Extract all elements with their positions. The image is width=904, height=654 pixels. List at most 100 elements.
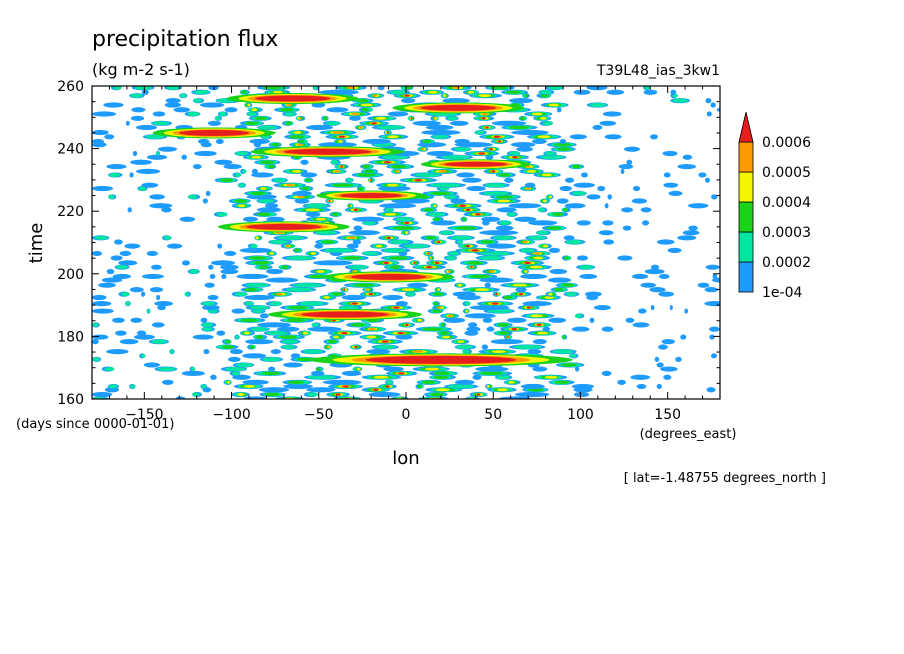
precip-contour-cell (428, 90, 438, 94)
precip-contour-cell (293, 131, 302, 134)
precip-contour-cell (333, 335, 340, 339)
precip-contour-cell (448, 270, 451, 273)
precip-contour-cell (279, 108, 294, 112)
precip-contour-cell (330, 160, 339, 165)
precip-contour-cell (632, 273, 649, 280)
precip-contour-cell (260, 160, 275, 164)
precip-contour-cell (391, 164, 407, 169)
precip-contour-cell (239, 247, 272, 253)
precip-contour-cell (481, 344, 489, 350)
precip-contour-cell (263, 86, 282, 90)
precip-contour-cell (524, 182, 536, 188)
precip-contour-cell (175, 396, 186, 399)
precip-contour-cell (496, 388, 509, 392)
precip-contour-cell (430, 191, 451, 196)
precip-contour-cell (216, 330, 226, 336)
precip-contour-cell (425, 236, 436, 240)
precip-contour-cell (544, 151, 556, 156)
precip-contour-cell (697, 282, 710, 288)
precip-contour-cell (532, 366, 548, 372)
precip-contour-cell (106, 348, 129, 355)
precip-contour-cell (244, 301, 254, 306)
precip-contour-cell (166, 243, 183, 249)
precip-contour-cell (210, 374, 217, 380)
precip-contour-cell (181, 260, 190, 266)
precip-contour-cell (677, 235, 697, 241)
precip-contour-cell (220, 268, 239, 275)
precip-contour-cell (285, 244, 290, 248)
precip-contour-cell (119, 250, 132, 257)
precip-contour-cell (130, 159, 152, 165)
precip-contour-cell (201, 301, 216, 306)
precip-contour-cell (479, 230, 519, 236)
precip-contour-cell (138, 186, 147, 191)
precip-contour-cell (264, 392, 280, 397)
precip-contour-cell (547, 86, 563, 90)
precip-contour-cell (571, 383, 594, 390)
precip-contour-cell (265, 277, 299, 283)
precip-contour-cell (383, 161, 391, 164)
precip-contour-cell (362, 138, 391, 145)
precip-contour-cell (189, 269, 199, 274)
precip-contour-cell (92, 129, 109, 136)
precip-contour-cell (208, 264, 214, 270)
precip-contour-cell (414, 172, 440, 178)
precip-contour-cell (672, 98, 688, 103)
precip-contour-cell (395, 334, 413, 340)
precip-contour-cell (497, 199, 511, 203)
precip-contour-cell (285, 183, 295, 187)
precip-contour-cell (104, 366, 115, 372)
precip-contour-cell (544, 296, 554, 299)
precip-contour-cell (250, 191, 266, 196)
precip-contour-cell (412, 120, 442, 126)
precip-contour-cell (114, 330, 127, 336)
precip-contour-cell (133, 334, 155, 340)
precip-contour-cell (656, 239, 675, 245)
precip-contour-cell (108, 194, 115, 199)
precip-contour-cell (146, 154, 168, 160)
precip-contour-cell (243, 331, 250, 335)
precip-contour-cell (202, 327, 213, 332)
precip-contour-cell (321, 240, 335, 244)
precip-contour-cell (379, 203, 417, 209)
precip-contour-cell (179, 93, 187, 98)
precip-contour-cell (688, 203, 709, 209)
precip-contour-cell (461, 177, 482, 183)
precip-contour-cell (120, 292, 130, 297)
precip-contour-cell (130, 384, 136, 389)
precip-contour-cell (493, 235, 515, 240)
precip-contour-cell (220, 178, 234, 182)
precip-contour-cell (135, 124, 158, 131)
precip-contour-cell (262, 357, 281, 362)
precip-contour-cell (542, 244, 549, 248)
precip-contour-cell (480, 371, 503, 376)
precip-contour-cell (269, 239, 289, 245)
precip-contour-cell (491, 350, 506, 353)
precip-contour-cell (228, 356, 241, 362)
precip-contour-cell (234, 292, 248, 297)
precip-contour-cell (514, 391, 550, 398)
precip-contour-cell (452, 86, 461, 89)
precip-contour-cell (576, 255, 589, 261)
precip-contour-cell (152, 111, 166, 117)
precip-contour-cell (315, 230, 337, 235)
precip-contour-cell (498, 396, 532, 399)
precip-contour-cell (604, 134, 622, 140)
precip-contour-cell (534, 252, 541, 255)
precip-contour-cell (124, 243, 141, 249)
precip-contour-cell (281, 339, 298, 344)
precip-contour-cell (340, 305, 359, 310)
precip-contour-cell (400, 98, 416, 104)
precip-contour-cell (405, 323, 409, 326)
precip-contour-cell (491, 120, 527, 126)
precip-contour-cell (283, 148, 372, 155)
precip-contour-cell (149, 287, 164, 293)
precip-contour-cell (661, 339, 675, 345)
precip-contour-cell (101, 277, 123, 283)
precip-contour-cell (509, 98, 533, 104)
precip-contour-cell (243, 216, 258, 222)
precip-contour-cell (257, 198, 275, 204)
precip-contour-cell (270, 348, 281, 355)
precip-contour-cell (478, 255, 503, 261)
precip-contour-cell (226, 380, 231, 384)
